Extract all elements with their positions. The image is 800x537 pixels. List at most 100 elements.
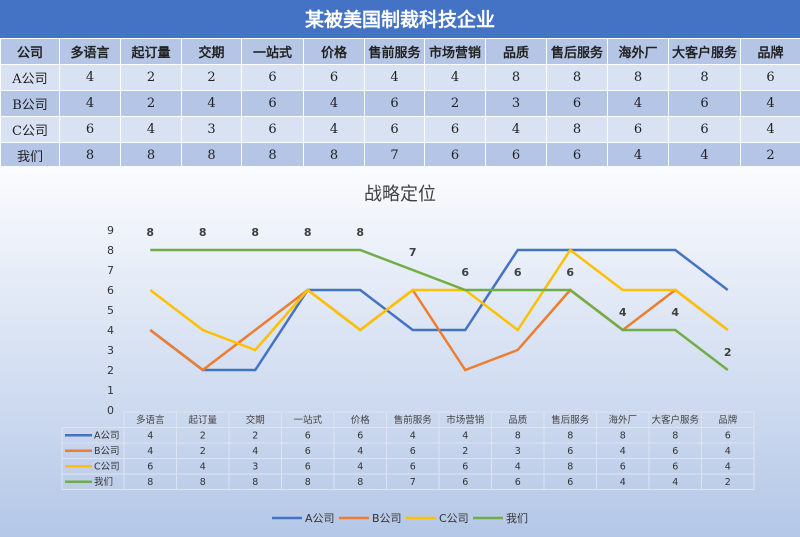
y-tick-label: 1 (107, 384, 114, 397)
table-cell: 6 (241, 64, 304, 91)
table-row: 我们 8 8 8 8 8 7 6 6 6 4 4 2 (0, 142, 800, 169)
datatable-cell: 8 (672, 431, 678, 442)
table-cell: 6 (668, 116, 741, 143)
table-cell: 4 (485, 116, 547, 143)
datatable-cell: 6 (567, 477, 573, 488)
table-cell: 4 (740, 90, 800, 117)
datatable-cell: 6 (305, 446, 311, 457)
table-row: A公司 4 2 2 6 6 4 4 8 8 8 8 6 (0, 64, 800, 91)
table-cell: 8 (241, 142, 304, 169)
header-cell: 品牌 (740, 38, 800, 65)
row-label: C公司 (0, 116, 60, 143)
table-cell: 6 (546, 90, 608, 117)
data-table: 公司 多语言 起订量 交期 一站式 价格 售前服务 市场营销 品质 售后服务 海外厂 大客户服务 品牌 A… (0, 38, 800, 169)
table-cell: 6 (364, 90, 425, 117)
table-cell: 6 (424, 116, 486, 143)
x-tick-label: 多语言 (136, 414, 165, 426)
datatable-cell: 4 (147, 446, 153, 457)
datatable-cell: 6 (725, 431, 731, 442)
datatable-series-label: C公司 (94, 462, 120, 473)
table-cell: 4 (59, 90, 121, 117)
datatable-cell: 4 (620, 477, 626, 488)
header-cell: 交期 (181, 38, 242, 65)
datatable-cell: 6 (410, 446, 416, 457)
datatable-cell: 8 (200, 477, 206, 488)
header-cell: 市场营销 (424, 38, 486, 65)
datatable-cell: 8 (515, 431, 521, 442)
legend-item: 我们 (473, 511, 528, 525)
y-tick-label: 8 (107, 244, 114, 257)
table-cell: 2 (740, 142, 800, 169)
legend-label: 我们 (506, 511, 528, 525)
table-cell: 6 (740, 64, 800, 91)
datatable-cell: 4 (725, 446, 731, 457)
header-cell: 一站式 (241, 38, 304, 65)
data-label: 4 (671, 306, 679, 319)
legend-label: A公司 (305, 512, 335, 525)
datatable-cell: 6 (672, 446, 678, 457)
datatable-cell: 2 (200, 431, 206, 442)
table-cell: 4 (607, 142, 669, 169)
table-cell: 6 (546, 142, 608, 169)
datatable-cell: 2 (200, 446, 206, 457)
datatable-series-label: A公司 (94, 431, 120, 442)
header-cell: 公司 (0, 38, 60, 65)
datatable-cell: 6 (672, 462, 678, 473)
x-tick-label: 交期 (246, 414, 265, 426)
datatable-cell: 8 (567, 462, 573, 473)
datatable-cell: 6 (462, 462, 468, 473)
datatable-cell: 6 (305, 431, 311, 442)
table-cell: 6 (485, 142, 547, 169)
datatable-cell: 4 (725, 462, 731, 473)
datatable-cell: 8 (567, 431, 573, 442)
datatable-cell: 4 (462, 431, 468, 442)
header-cell: 多语言 (59, 38, 121, 65)
table-cell: 4 (424, 64, 486, 91)
y-tick-label: 2 (107, 364, 114, 377)
datatable-cell: 6 (567, 446, 573, 457)
x-tick-label: 品质 (508, 414, 528, 426)
header-cell: 价格 (303, 38, 365, 65)
table-cell: 4 (740, 116, 800, 143)
table-cell: 6 (241, 90, 304, 117)
x-tick-label: 价格 (351, 414, 371, 426)
table-cell: 4 (607, 90, 669, 117)
row-label: B公司 (0, 90, 60, 117)
table-cell: 2 (120, 64, 182, 91)
data-label: 4 (619, 306, 627, 319)
table-cell: 4 (120, 116, 182, 143)
y-tick-label: 9 (107, 224, 114, 237)
data-label: 6 (566, 266, 574, 279)
table-cell: 6 (668, 90, 741, 117)
table-cell: 8 (303, 142, 365, 169)
y-tick-label: 5 (107, 304, 114, 317)
page-title: 某被美国制裁科技企业 (0, 0, 800, 38)
line-chart: 战略定位 0 1 2 3 4 5 6 7 8 9 8 8 8 8 8 7 6 6 6 4 4 2 多语言 起订量 交期 一站式 价格 售… (61, 184, 755, 525)
series-line-0 (149, 248, 729, 372)
datatable-cell: 6 (410, 462, 416, 473)
datatable-cell: 8 (305, 477, 311, 488)
table-cell: 4 (668, 142, 741, 169)
datatable-cell: 8 (252, 477, 258, 488)
datatable-cell: 2 (252, 431, 258, 442)
datatable-cell: 6 (147, 462, 153, 473)
table-cell: 6 (424, 142, 486, 169)
table-cell: 3 (485, 90, 547, 117)
data-label: 2 (724, 346, 732, 359)
datatable-cell: 2 (462, 446, 468, 457)
datatable-cell: 8 (620, 431, 626, 442)
y-tick-label: 6 (107, 284, 114, 297)
table-cell: 8 (607, 64, 669, 91)
table-cell: 8 (546, 116, 608, 143)
table-row: C公司 6 4 3 6 4 6 6 4 8 6 6 4 (0, 116, 800, 143)
y-tick-label: 3 (107, 344, 114, 357)
y-tick-label: 7 (107, 264, 114, 277)
datatable-cell: 7 (410, 477, 416, 488)
datatable-cell: 4 (147, 431, 153, 442)
series-line-3 (150, 248, 729, 371)
data-label: 8 (251, 226, 259, 239)
table-cell: 6 (59, 116, 121, 143)
y-tick-label: 4 (107, 324, 114, 337)
x-tick-label: 品牌 (718, 414, 738, 426)
legend-label: C公司 (439, 512, 469, 525)
